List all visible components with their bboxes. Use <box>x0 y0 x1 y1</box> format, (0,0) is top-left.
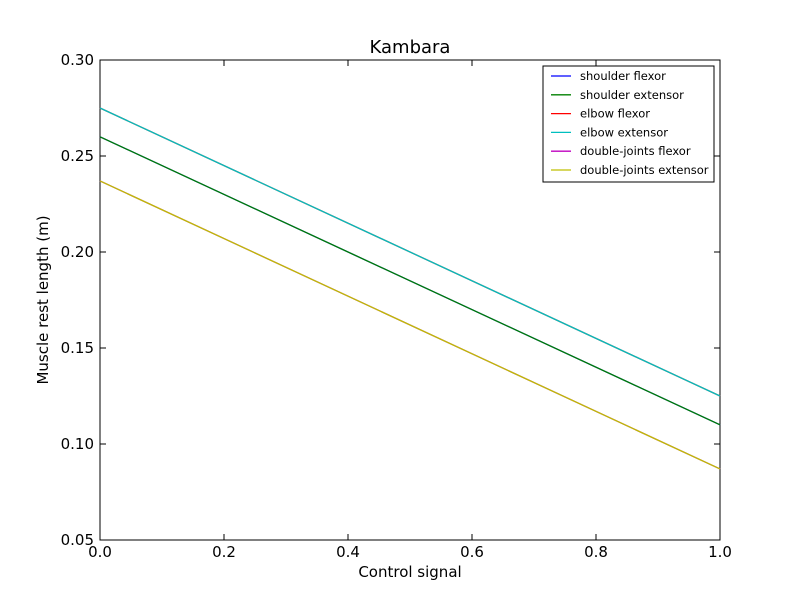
legend-items: shoulder flexor shoulder extensor elbow fl… <box>551 69 709 177</box>
x-tick-label-0: 0.0 <box>88 543 112 561</box>
legend-label-4: double-joints flexor <box>580 144 691 158</box>
series-line-3 <box>99 107 721 397</box>
x-tick-label-3: 0.6 <box>460 543 484 561</box>
series-lines <box>99 107 721 470</box>
chart-title: Kambara <box>370 37 451 58</box>
legend-label-3: elbow extensor <box>580 125 668 139</box>
series-line-1 <box>99 136 721 426</box>
y-tick-label-0: 0.05 <box>61 531 94 549</box>
legend-label-0: shoulder flexor <box>580 69 666 83</box>
y-tick-label-5: 0.30 <box>61 51 94 69</box>
series-line-5 <box>99 180 721 470</box>
legend-label-5: double-joints extensor <box>580 163 709 177</box>
x-tick-label-1: 0.2 <box>212 543 236 561</box>
legend-label-1: shoulder extensor <box>580 88 684 102</box>
y-tick-label-1: 0.10 <box>61 435 94 453</box>
y-tick-label-4: 0.25 <box>61 147 94 165</box>
x-tick-label-2: 0.4 <box>336 543 360 561</box>
x-axis-label: Control signal <box>358 563 461 581</box>
x-tick-label-5: 1.0 <box>708 543 732 561</box>
x-tick-label-4: 0.8 <box>584 543 608 561</box>
y-tick-label-3: 0.20 <box>61 243 94 261</box>
x-axis-ticks: 0.0 0.2 0.4 0.6 0.8 1.0 <box>88 60 732 561</box>
legend-box <box>542 65 715 183</box>
y-axis-label: Muscle rest length (m) <box>34 215 52 384</box>
legend: shoulder flexor shoulder extensor elbow fl… <box>542 65 715 183</box>
legend-label-2: elbow flexor <box>580 107 650 121</box>
y-axis-ticks: 0.05 0.10 0.15 0.20 0.25 0.30 <box>61 51 720 549</box>
y-tick-label-2: 0.15 <box>61 339 94 357</box>
